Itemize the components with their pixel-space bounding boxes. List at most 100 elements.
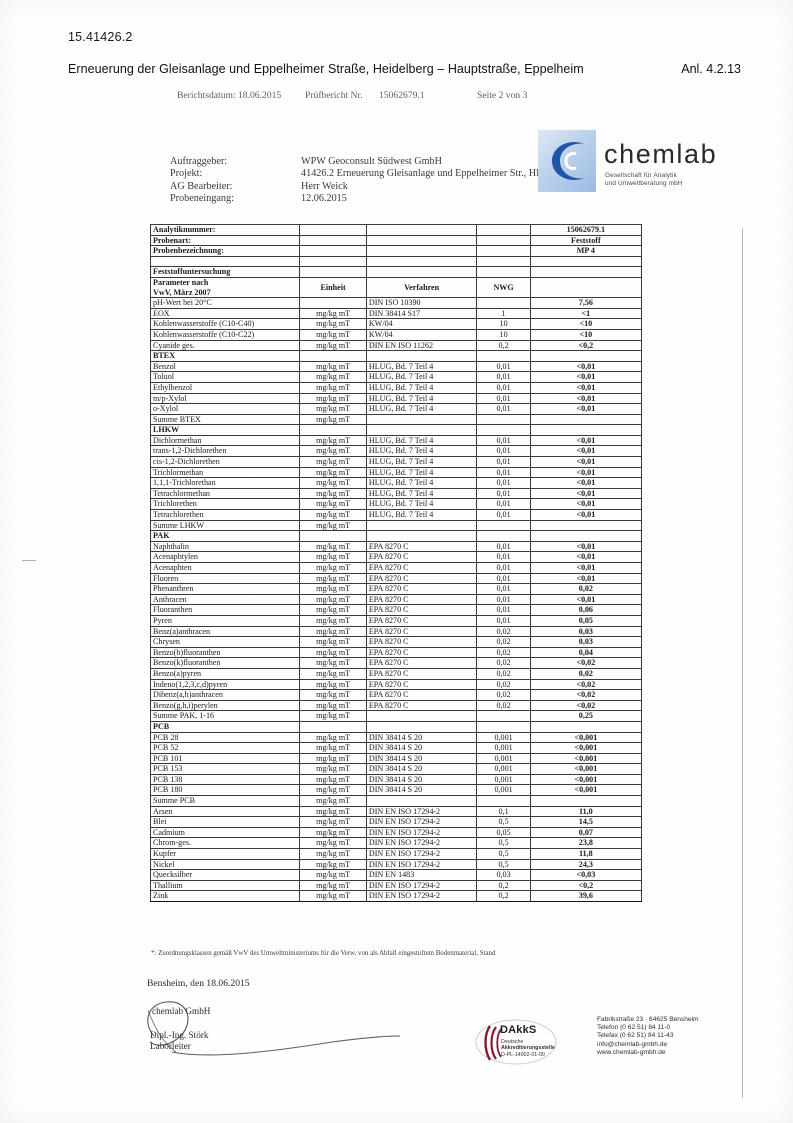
analytiknummer-label: Analytiknummer: [149,224,301,236]
cell-parameter: PAK [149,530,301,542]
cell-result: 39,6 [529,890,643,902]
cell-method [365,413,478,426]
table-group-row: BTEX [149,350,643,362]
cell-nwg [476,297,531,309]
cell-unit: mg/kg mT [299,562,367,574]
probenbezeichnung-value: MP 4 [529,245,643,257]
column-header-result [529,276,643,299]
cell-method [365,795,478,807]
cell-parameter: PCB 138 [149,773,301,786]
table-row: Acenaphtylen mg/kg mT EPA 8270 C 0,01 <0,01 [149,551,643,563]
table-row: Pyren mg/kg mT EPA 8270 C 0,01 0,05 [149,614,643,627]
cell-method: DIN EN ISO 17294-2 [365,805,478,818]
cell-unit: mg/kg mT [299,498,367,511]
cell-parameter: Indeno(1,2,3,c,d)pyren [149,678,301,691]
document-number: 15.41426.2 [68,30,133,44]
cell-result: <0,01 [529,498,643,511]
cell-nwg [476,795,531,807]
table-row: PCB 52 mg/kg mT DIN 38414 S 20 0,001 <0,001 [149,742,643,754]
cell-unit: mg/kg mT [299,784,367,797]
cell-result: <0,02 [529,657,643,669]
cell-unit: mg/kg mT [299,890,367,902]
cell-method: DIN EN ISO 17294-2 [365,879,478,892]
cell-nwg [476,710,531,722]
cell-parameter: pH-Wert bei 20°C [149,297,301,309]
cell-parameter: Dichlormethan [149,434,301,447]
cell-parameter: LHKW [149,424,301,436]
report-date: Berichtsdatum: 18.06.2015 [177,90,282,101]
cell-nwg: 0,01 [476,445,531,458]
spacer-cell [365,266,478,278]
cell-unit: mg/kg mT [299,657,367,669]
cell-method [365,530,478,542]
analytiknummer-value: 15062679.1 [529,224,643,236]
probenart-value: Feststoff [529,234,643,247]
cell-parameter: Chrysen [149,636,301,648]
cell-unit: mg/kg mT [299,392,367,405]
cell-unit: mg/kg mT [299,403,367,415]
cell-parameter: Ethylbenzol [149,381,301,394]
page-border-right [742,228,743,1098]
cell-parameter: Kohlenwasserstoffe (C10-C40) [149,318,301,330]
cell-result: <0,01 [529,403,643,415]
cell-nwg: 0,01 [476,551,531,563]
cell-result: 7,56 [529,297,643,309]
table-row: PCB 180 mg/kg mT DIN 38414 S 20 0,001 <0,001 [149,784,643,797]
cell-unit: mg/kg mT [299,625,367,638]
table-row-section-title: Feststoffuntersuchung [149,266,643,278]
cell-parameter: Benzol [149,360,301,373]
cell-nwg: 0,01 [476,381,531,394]
cell-result: <0,01 [529,434,643,447]
table-row: Thallium mg/kg mT DIN EN ISO 17294-2 0,2 <0,… [149,879,643,892]
cell-method: EPA 8270 C [365,540,478,553]
report-number-value: 15062679.1 [379,90,425,101]
table-row-probenbezeichnung: Probenbezeichnung: MP 4 [149,245,643,257]
table-row-probenart: Probenart: Feststoff [149,234,643,247]
table-row: Cyanide ges. mg/kg mT DIN EN ISO 11262 0,2 <… [149,339,643,352]
cell-result [529,350,643,362]
contact-fax: Telefax (0 62 51) 84 11-43 [597,1032,674,1040]
table-row: Benzo(b)fluoranthen mg/kg mT EPA 8270 C 0,0… [149,646,643,659]
spacer-cell [476,245,531,257]
spacer-cell [365,255,478,268]
cell-nwg: 0,01 [476,562,531,574]
dakks-line1: Deutsche [501,1039,524,1045]
cell-result [529,519,643,532]
table-row: Chrysen mg/kg mT EPA 8270 C 0,02 0,03 [149,636,643,648]
cell-nwg: 0,001 [476,742,531,754]
cell-unit: mg/kg mT [299,540,367,553]
dakks-line3: D-PL-14002-01-00 [501,1051,545,1058]
cell-nwg: 0,01 [476,509,531,521]
cell-nwg: 10 [476,318,531,330]
cell-unit: mg/kg mT [299,466,367,479]
cell-nwg [476,530,531,542]
table-row: cis-1,2-Dichlorethen mg/kg mT HLUG, Bd. 7 … [149,456,643,468]
report-number-label: Prüfbericht Nr. [305,90,363,101]
table-header-row: Parameter nach VwV, März 2007 Einheit Ve… [149,276,643,299]
cell-result: <0,001 [529,742,643,754]
cell-method: DIN ISO 10390 [365,297,478,309]
cell-nwg: 0,02 [476,646,531,659]
cell-parameter: Zink [149,890,301,902]
cell-result: 0,07 [529,826,643,839]
cell-method: HLUG, Bd. 7 Teil 4 [365,456,478,468]
spacer-cell [476,266,531,278]
cell-result: <0,01 [529,445,643,458]
cell-method: HLUG, Bd. 7 Teil 4 [365,509,478,521]
table-row: EOX mg/kg mT DIN 38414 S17 1 <1 [149,307,643,320]
cell-parameter: Blei [149,816,301,828]
project-value: 41426.2 Erneuerung Gleisanlage und Eppel… [301,168,544,180]
table-row: PCB 28 mg/kg mT DIN 38414 S 20 0,001 <0,001 [149,731,643,744]
cell-unit: mg/kg mT [299,551,367,563]
signature-place-date: Bensheim, den 18.06.2015 [147,978,250,989]
cell-result: 0,03 [529,636,643,648]
cell-result: 23,8 [529,837,643,850]
cell-result [529,720,643,733]
cell-result: <0,2 [529,339,643,352]
section-title-feststoffuntersuchung: Feststoffuntersuchung [149,266,301,278]
spacer-cell [529,255,643,268]
table-row: Quecksilber mg/kg mT DIN EN 1483 0,03 <0,03 [149,869,643,881]
cell-method: KW/04 [365,328,478,341]
column-header-unit: Einheit [299,276,367,299]
